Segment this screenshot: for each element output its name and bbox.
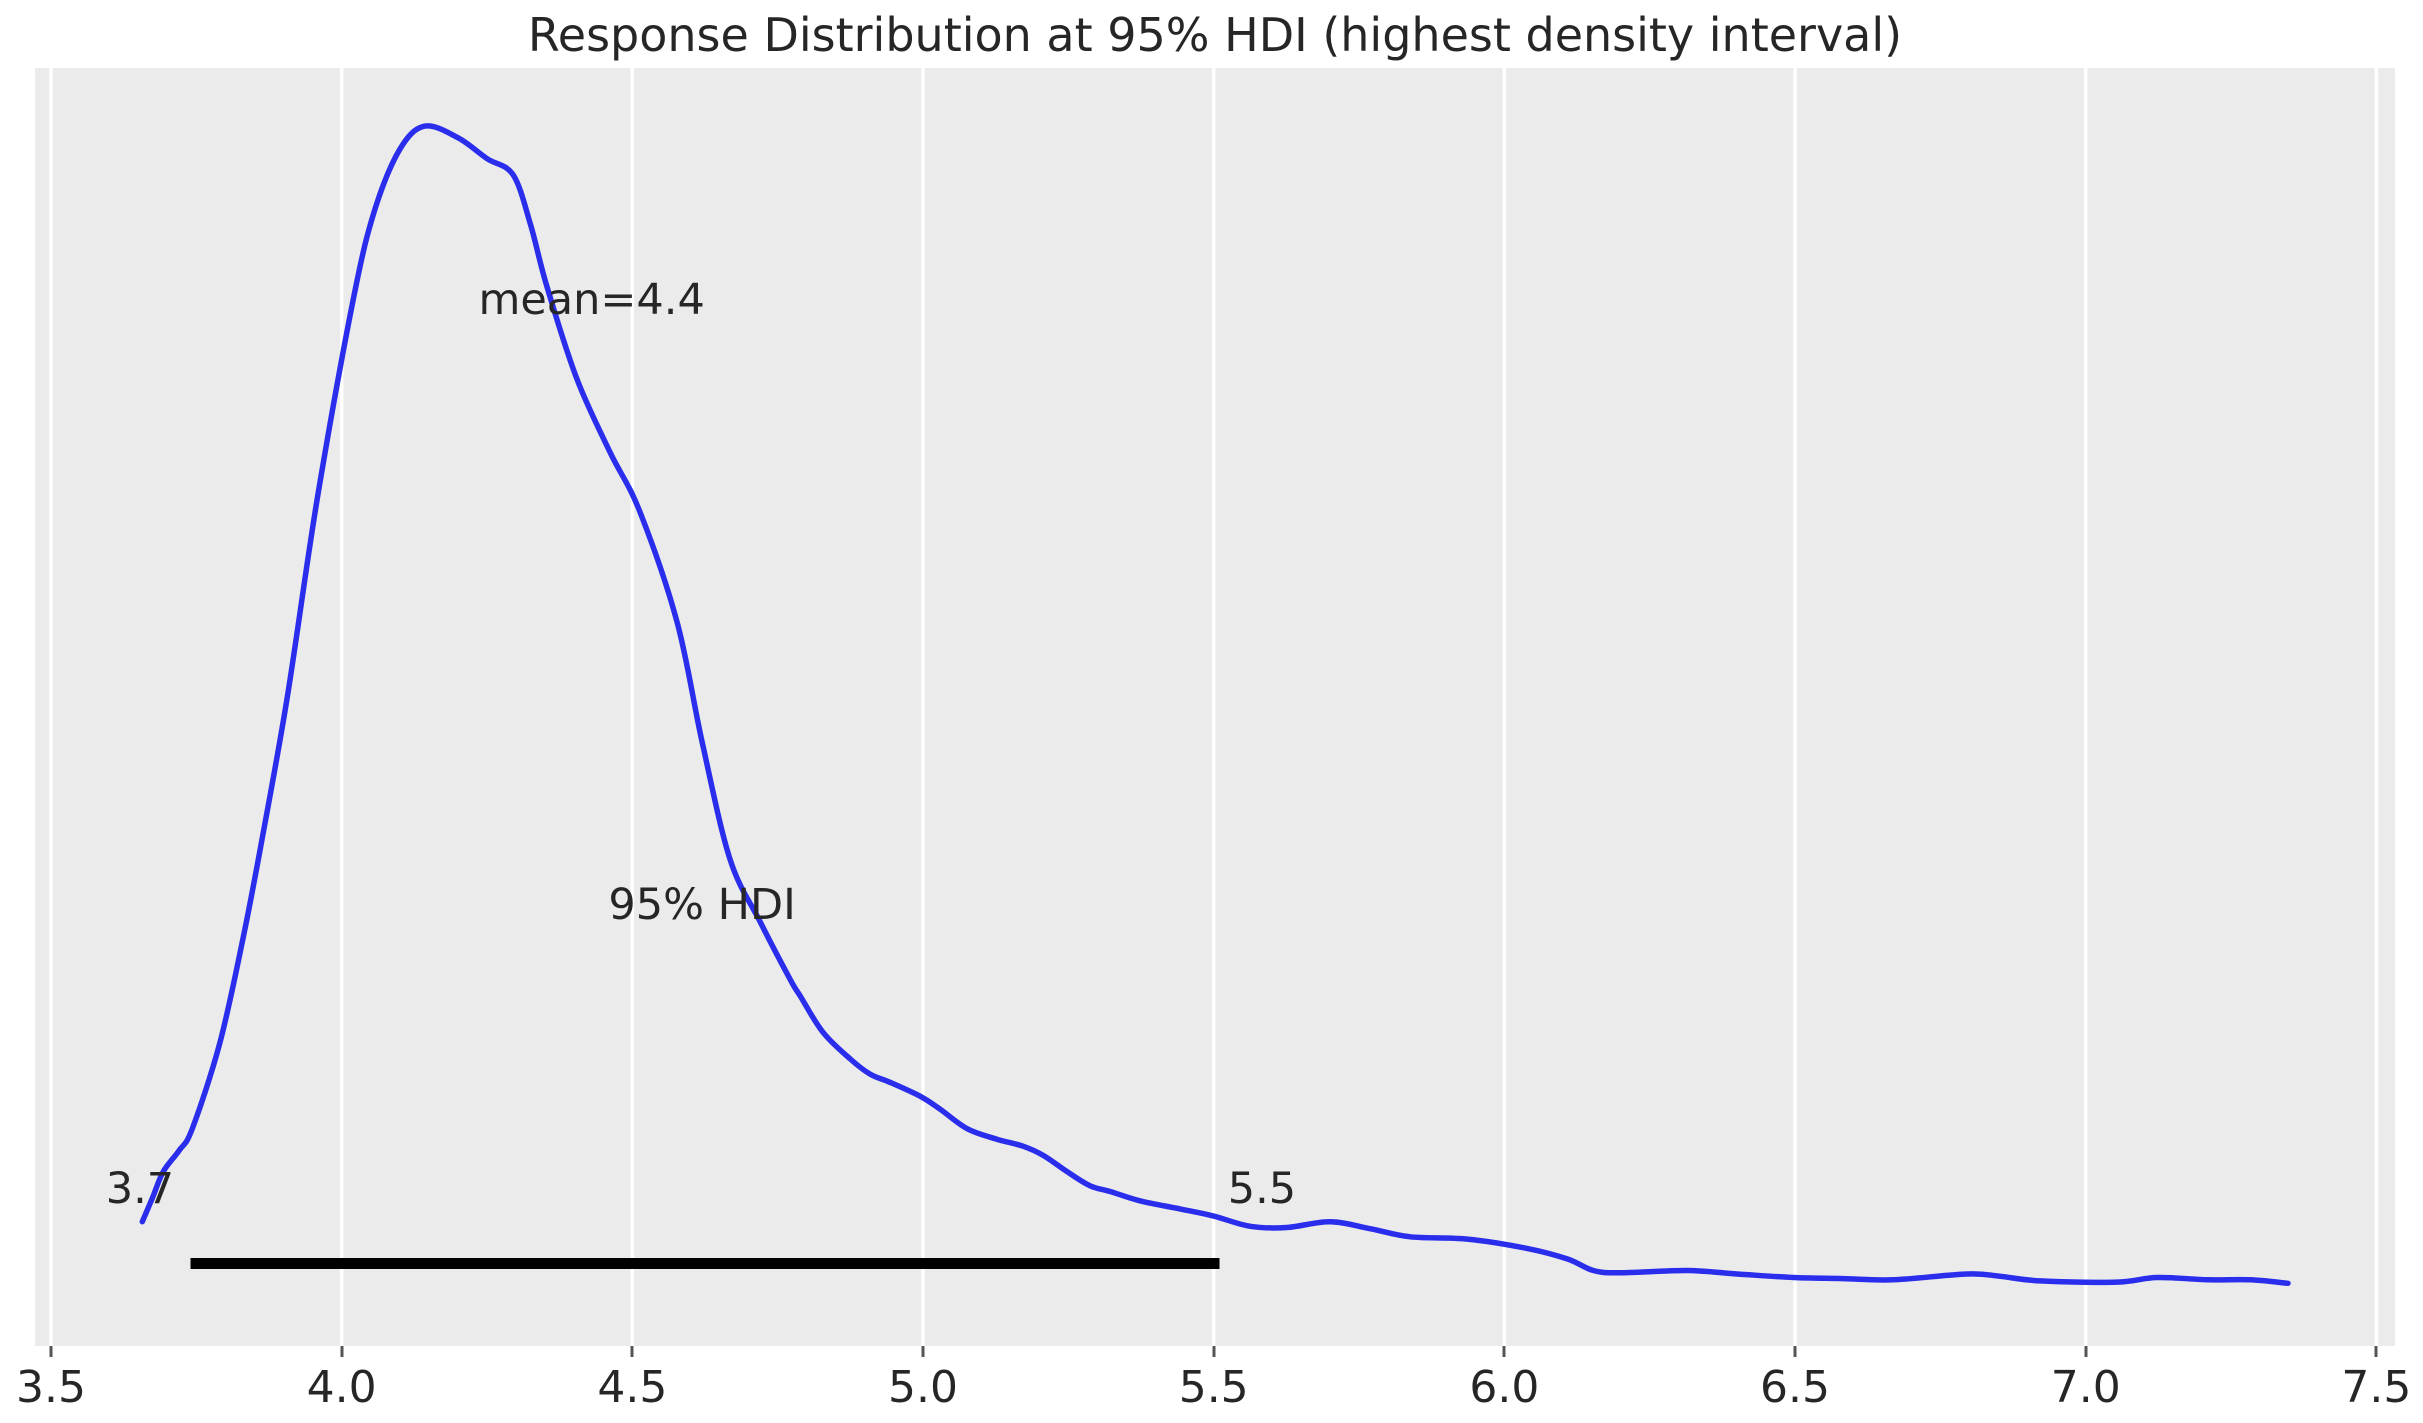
x-tick-mark: [921, 1346, 925, 1357]
plot-area: mean=4.4 95% HDI 3.7 5.5: [35, 68, 2395, 1346]
hdi-upper-label: 5.5: [1227, 1164, 1297, 1215]
x-tick-label: 7.5: [2341, 1362, 2412, 1413]
chart-title: Response Distribution at 95% HDI (highes…: [527, 8, 1903, 62]
x-tick-label: 5.0: [888, 1362, 959, 1413]
x-tick-mark: [2084, 1346, 2088, 1357]
x-tick-label: 6.0: [1469, 1362, 1540, 1413]
mean-annotation: mean=4.4: [478, 275, 705, 326]
x-tick-mark: [1793, 1346, 1797, 1357]
x-tick-mark: [340, 1346, 344, 1357]
x-tick-mark: [1502, 1346, 1506, 1357]
x-tick-label: 7.0: [2050, 1362, 2121, 1413]
x-tick-label: 5.5: [1178, 1362, 1249, 1413]
hdi-lower-label: 3.7: [105, 1164, 175, 1215]
x-axis: 3.5 4.0 4.5 5.0 5.5 6.0 6.5 7.0 7.5: [0, 1346, 2423, 1423]
x-tick-label: 4.5: [597, 1362, 668, 1413]
hdi-annotation: 95% HDI: [608, 879, 796, 930]
x-tick-mark: [630, 1346, 634, 1357]
x-tick-mark: [2374, 1346, 2378, 1357]
density-curve: [139, 123, 2291, 1287]
x-tick-label: 6.5: [1760, 1362, 1831, 1413]
x-tick-label: 3.5: [15, 1362, 86, 1413]
x-tick-label: 4.0: [306, 1362, 377, 1413]
density-plot-svg: [49, 68, 2379, 1346]
x-tick-mark: [1212, 1346, 1216, 1357]
x-tick-mark: [49, 1346, 53, 1357]
